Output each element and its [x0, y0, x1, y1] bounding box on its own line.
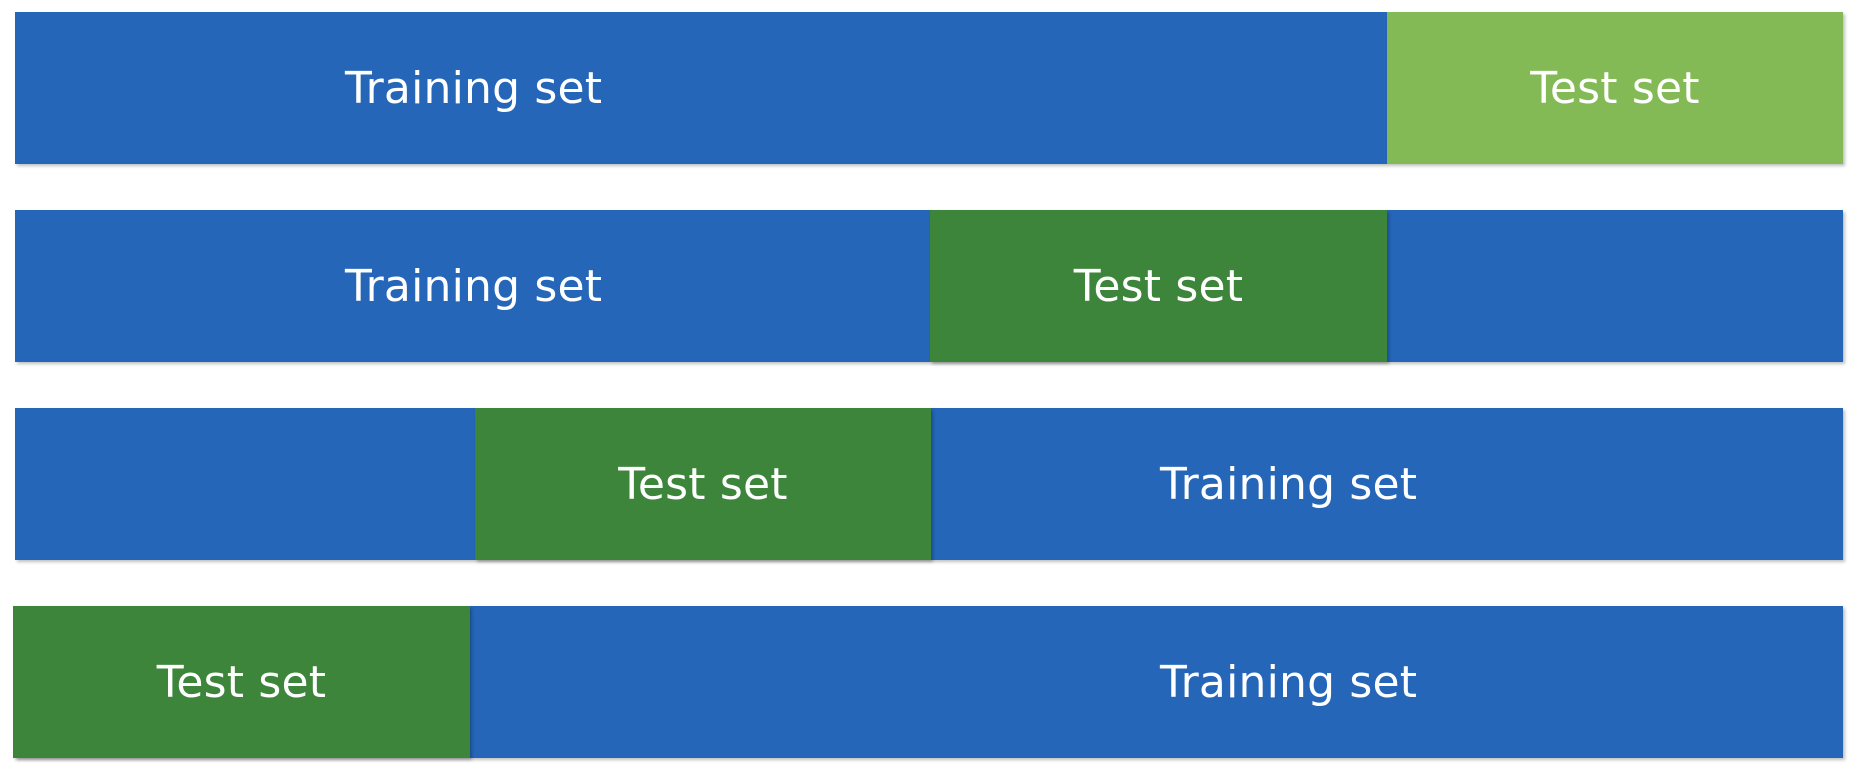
fold-row-4: Training set Test set: [13, 606, 1843, 758]
test-segment: Test set: [13, 606, 470, 758]
test-label: Test set: [618, 458, 788, 510]
test-segment: Test set: [1387, 12, 1843, 164]
training-label: Training set: [345, 62, 603, 114]
test-label: Test set: [156, 656, 327, 708]
training-label: Training set: [1160, 458, 1418, 510]
test-label: Test set: [1073, 260, 1244, 312]
fold-row-1: Training set Test set: [15, 12, 1843, 164]
training-segment: Training set: [15, 210, 1843, 362]
training-label: Training set: [1160, 656, 1418, 708]
test-segment: Test set: [930, 210, 1387, 362]
training-segment: Training set: [15, 12, 1387, 164]
test-label: Test set: [1530, 62, 1700, 114]
fold-row-2: Training set Test set: [15, 210, 1843, 362]
fold-row-3: Training set Test set: [15, 408, 1843, 560]
test-segment: Test set: [475, 408, 931, 560]
training-label: Training set: [345, 260, 603, 312]
